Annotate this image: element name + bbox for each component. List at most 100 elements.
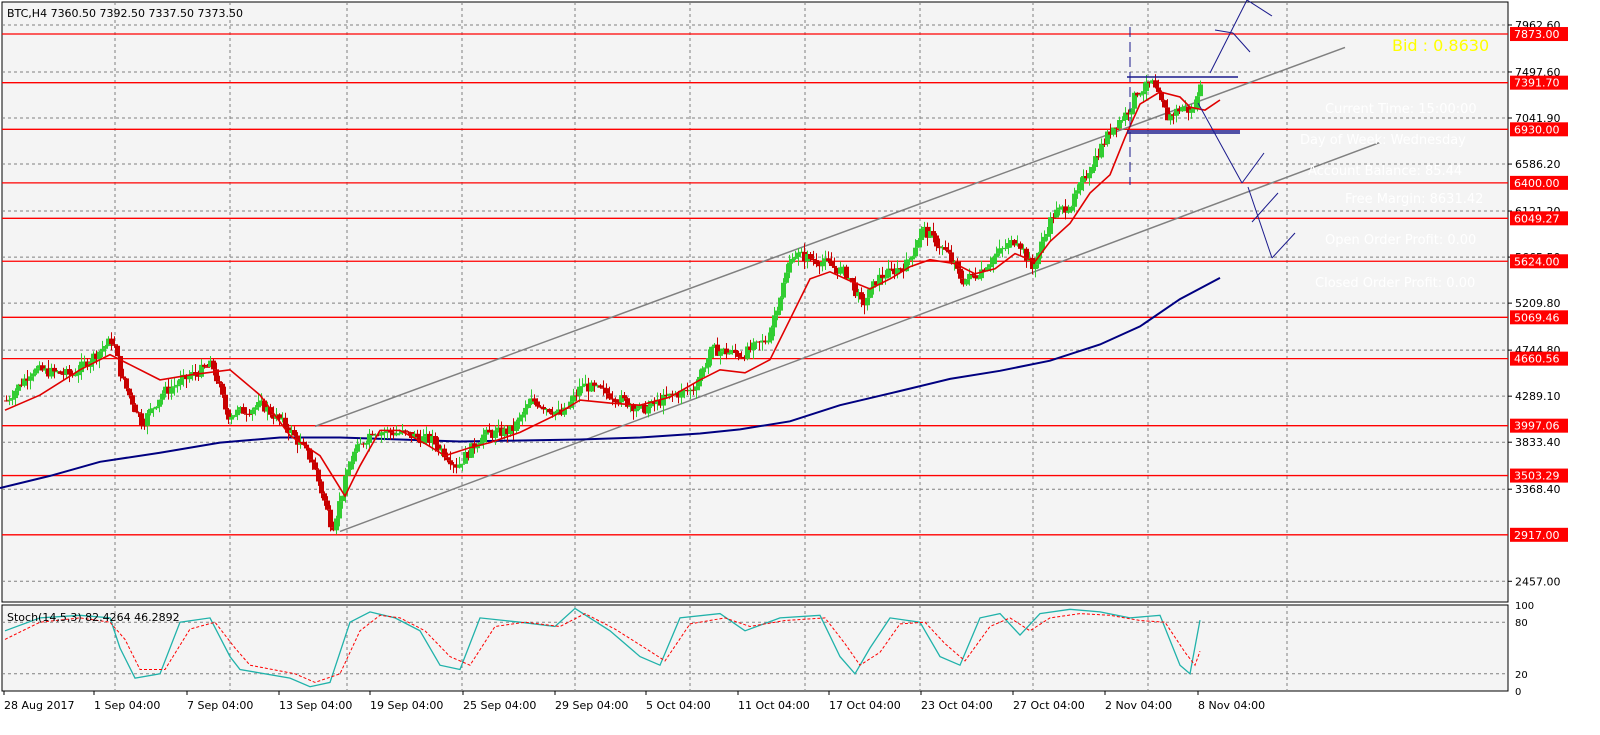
level-price-tag [1510, 418, 1568, 433]
bear-candle [763, 340, 768, 343]
pattern-drawings[interactable] [1127, 0, 1296, 259]
bull-candle [250, 409, 255, 415]
bull-candle [187, 376, 192, 380]
bull-candle [259, 400, 264, 403]
bear-candle [1084, 176, 1089, 179]
bull-candle [514, 421, 519, 431]
bull-candle [634, 408, 639, 412]
bull-candle [718, 351, 723, 356]
bull-candle [364, 442, 369, 445]
bull-candle [355, 444, 360, 452]
bull-candle [985, 267, 990, 272]
bull-candle [1189, 109, 1194, 113]
bear-candle [574, 395, 579, 397]
bear-candle [808, 254, 813, 259]
level-price-label: 6400.00 [1514, 177, 1560, 190]
bear-candle [361, 443, 366, 445]
bear-candle [202, 364, 207, 367]
horizontal-levels[interactable] [2, 33, 1508, 536]
bear-candle [757, 341, 762, 343]
bear-candle [67, 369, 72, 375]
bear-candle [982, 269, 987, 272]
bear-candle [247, 413, 252, 415]
bear-candle [505, 428, 510, 435]
bear-candle [724, 348, 729, 355]
bull-candle [460, 463, 465, 465]
bull-candle [637, 404, 642, 409]
bull-candle [667, 393, 672, 397]
bear-candle [535, 401, 540, 407]
bull-candle [838, 267, 843, 274]
bear-candle [1012, 240, 1017, 246]
time-tick-label: 2 Nov 04:00 [1105, 699, 1172, 712]
price-tick-label: 7041.90 [1515, 112, 1561, 125]
level-price-tag [1510, 75, 1568, 90]
bull-candle [820, 261, 825, 267]
bear-candle [862, 299, 867, 306]
bear-candle [409, 432, 414, 438]
bear-candle [205, 366, 210, 368]
bull-candle [430, 436, 435, 443]
bear-candle [436, 444, 441, 451]
bear-candle [511, 425, 516, 431]
time-tick-label: 29 Sep 04:00 [555, 699, 628, 712]
bear-candle [733, 349, 738, 353]
stochastic-panel[interactable] [1, 604, 1509, 692]
bull-candle [469, 443, 474, 458]
projection-line [1241, 152, 1265, 184]
bull-candle [265, 407, 270, 412]
bull-candle [1015, 243, 1020, 246]
stochastic-lines [4, 607, 1201, 688]
bull-candle [1069, 206, 1074, 211]
bull-candle [991, 257, 996, 265]
free-margin-label: Free Margin: 8631.42 [1345, 192, 1483, 207]
bear-candle [1156, 87, 1161, 92]
bear-candle [616, 402, 621, 404]
bull-candle [10, 398, 15, 400]
bull-candle [1195, 96, 1200, 109]
bear-candle [874, 281, 879, 286]
bull-candle [412, 433, 417, 438]
bear-candle [925, 226, 930, 238]
bear-candle [415, 433, 420, 438]
bear-candle [307, 448, 312, 460]
bear-candle [223, 394, 228, 410]
level-price-label: 2917.00 [1514, 529, 1560, 542]
price-tick-label: 6586.20 [1515, 158, 1561, 171]
bear-candle [301, 441, 306, 445]
bear-candle [622, 395, 627, 399]
bull-candle [583, 383, 588, 387]
bull-candle [712, 344, 717, 347]
bear-candle [271, 414, 276, 419]
bear-candle [268, 407, 273, 415]
price-tick-label: 4289.10 [1515, 390, 1561, 403]
bull-candle [31, 373, 36, 377]
level-price-tag [1510, 27, 1568, 42]
bull-candle [199, 364, 204, 377]
bear-candle [244, 413, 249, 415]
bear-candle [1018, 243, 1023, 249]
bear-candle [736, 352, 741, 357]
bull-candle [619, 395, 624, 403]
bear-candle [1177, 108, 1182, 112]
price-panel[interactable] [1, 1, 1509, 603]
bear-candle [931, 231, 936, 236]
bull-candle [745, 346, 750, 359]
bull-candle [394, 433, 399, 436]
bull-candle [1132, 92, 1137, 109]
bull-candle [379, 432, 384, 436]
slow-moving-average [0, 277, 1221, 489]
bear-candle [25, 378, 30, 381]
bull-candle [1060, 206, 1065, 208]
bull-candle [64, 369, 69, 375]
bull-candle [508, 425, 513, 435]
bull-candle [1033, 264, 1038, 269]
bear-candle [670, 393, 675, 395]
bull-candle [169, 387, 174, 394]
bear-candle [961, 278, 966, 285]
level-price-tag [1510, 122, 1568, 137]
trend-channel[interactable] [314, 46, 1381, 533]
bull-candle [964, 279, 969, 285]
slow-ma-line [0, 277, 1221, 489]
